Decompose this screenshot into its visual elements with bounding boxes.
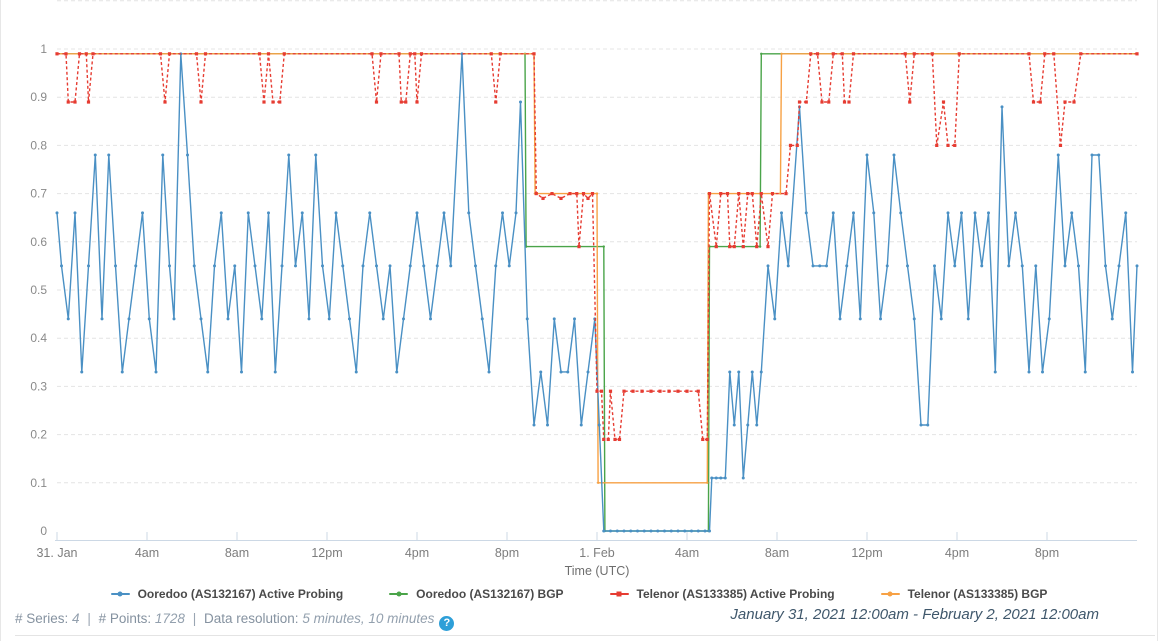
resolution-label: Data resolution:: [204, 611, 299, 626]
series-count-label: # Series:: [15, 611, 69, 626]
chart-stats: # Series: 4 | # Points: 1728 | Data reso…: [15, 611, 455, 631]
svg-text:12pm: 12pm: [851, 546, 882, 560]
legend-item-0[interactable]: Ooredoo (AS132167) Active Probing: [110, 587, 344, 601]
series-count-value: 4: [72, 611, 80, 626]
svg-text:4am: 4am: [135, 546, 159, 560]
chart-footer: # Series: 4 | # Points: 1728 | Data reso…: [1, 600, 1157, 641]
svg-text:0.1: 0.1: [30, 476, 47, 490]
svg-text:8am: 8am: [765, 546, 789, 560]
svg-text:8pm: 8pm: [495, 546, 519, 560]
svg-text:0: 0: [40, 524, 47, 538]
legend-marker-icon: [880, 591, 900, 597]
legend-item-2[interactable]: Telenor (AS133385) Active Probing: [609, 587, 835, 601]
series-2: [55, 52, 1139, 442]
legend-label: Telenor (AS133385) Active Probing: [636, 587, 835, 601]
svg-text:8pm: 8pm: [1035, 546, 1059, 560]
svg-text:0.8: 0.8: [30, 138, 47, 152]
legend-marker-icon: [609, 591, 629, 597]
chart-legend: Ooredoo (AS132167) Active Probing Ooredoo…: [1, 584, 1157, 604]
separator: |: [192, 611, 197, 626]
footer-divider: [15, 635, 1155, 636]
date-range: January 31, 2021 12:00am - February 2, 2…: [730, 606, 1099, 623]
svg-text:0.7: 0.7: [30, 187, 47, 201]
svg-text:4pm: 4pm: [945, 546, 969, 560]
series-3: [55, 52, 1139, 484]
legend-marker-icon: [389, 591, 409, 597]
svg-text:0.3: 0.3: [30, 379, 47, 393]
svg-text:0.9: 0.9: [30, 90, 47, 104]
points-count-value: 1728: [154, 611, 185, 626]
svg-text:0.4: 0.4: [30, 331, 47, 345]
timeseries-chart[interactable]: 0 0.1 0.2 0.3 0.4 0.5 0.6 0.7 0.8 0.9 1 31. Jan 4am 8…: [1, 0, 1158, 582]
svg-text:4am: 4am: [675, 546, 699, 560]
legend-item-1[interactable]: Ooredoo (AS132167) BGP: [389, 587, 564, 601]
svg-text:4pm: 4pm: [405, 546, 429, 560]
svg-text:12pm: 12pm: [311, 546, 342, 560]
series-0: [55, 52, 1139, 533]
help-icon[interactable]: ?: [439, 616, 455, 631]
y-axis-labels: 0 0.1 0.2 0.3 0.4 0.5 0.6 0.7 0.8 0.9 1: [30, 42, 47, 538]
legend-label: Telenor (AS133385) BGP: [907, 587, 1048, 601]
separator: |: [87, 611, 91, 626]
legend-marker-icon: [110, 591, 130, 597]
svg-text:0.2: 0.2: [30, 428, 47, 442]
svg-text:1: 1: [40, 42, 47, 56]
svg-text:0.6: 0.6: [30, 235, 47, 249]
legend-label: Ooredoo (AS132167) Active Probing: [137, 587, 344, 601]
x-axis: 31. Jan 4am 8am 12pm 4pm 8pm 1. Feb 4am 8am 12pm 4…: [36, 532, 1137, 560]
resolution-value: 5 minutes, 10 minutes: [302, 611, 435, 626]
svg-text:1. Feb: 1. Feb: [579, 546, 614, 560]
svg-text:8am: 8am: [225, 546, 249, 560]
legend-item-3[interactable]: Telenor (AS133385) BGP: [880, 587, 1048, 601]
x-axis-title: Time (UTC): [565, 564, 630, 578]
svg-text:0.5: 0.5: [30, 283, 47, 297]
points-count-label: # Points:: [98, 611, 152, 626]
svg-text:31. Jan: 31. Jan: [36, 546, 77, 560]
legend-label: Ooredoo (AS132167) BGP: [416, 587, 564, 601]
